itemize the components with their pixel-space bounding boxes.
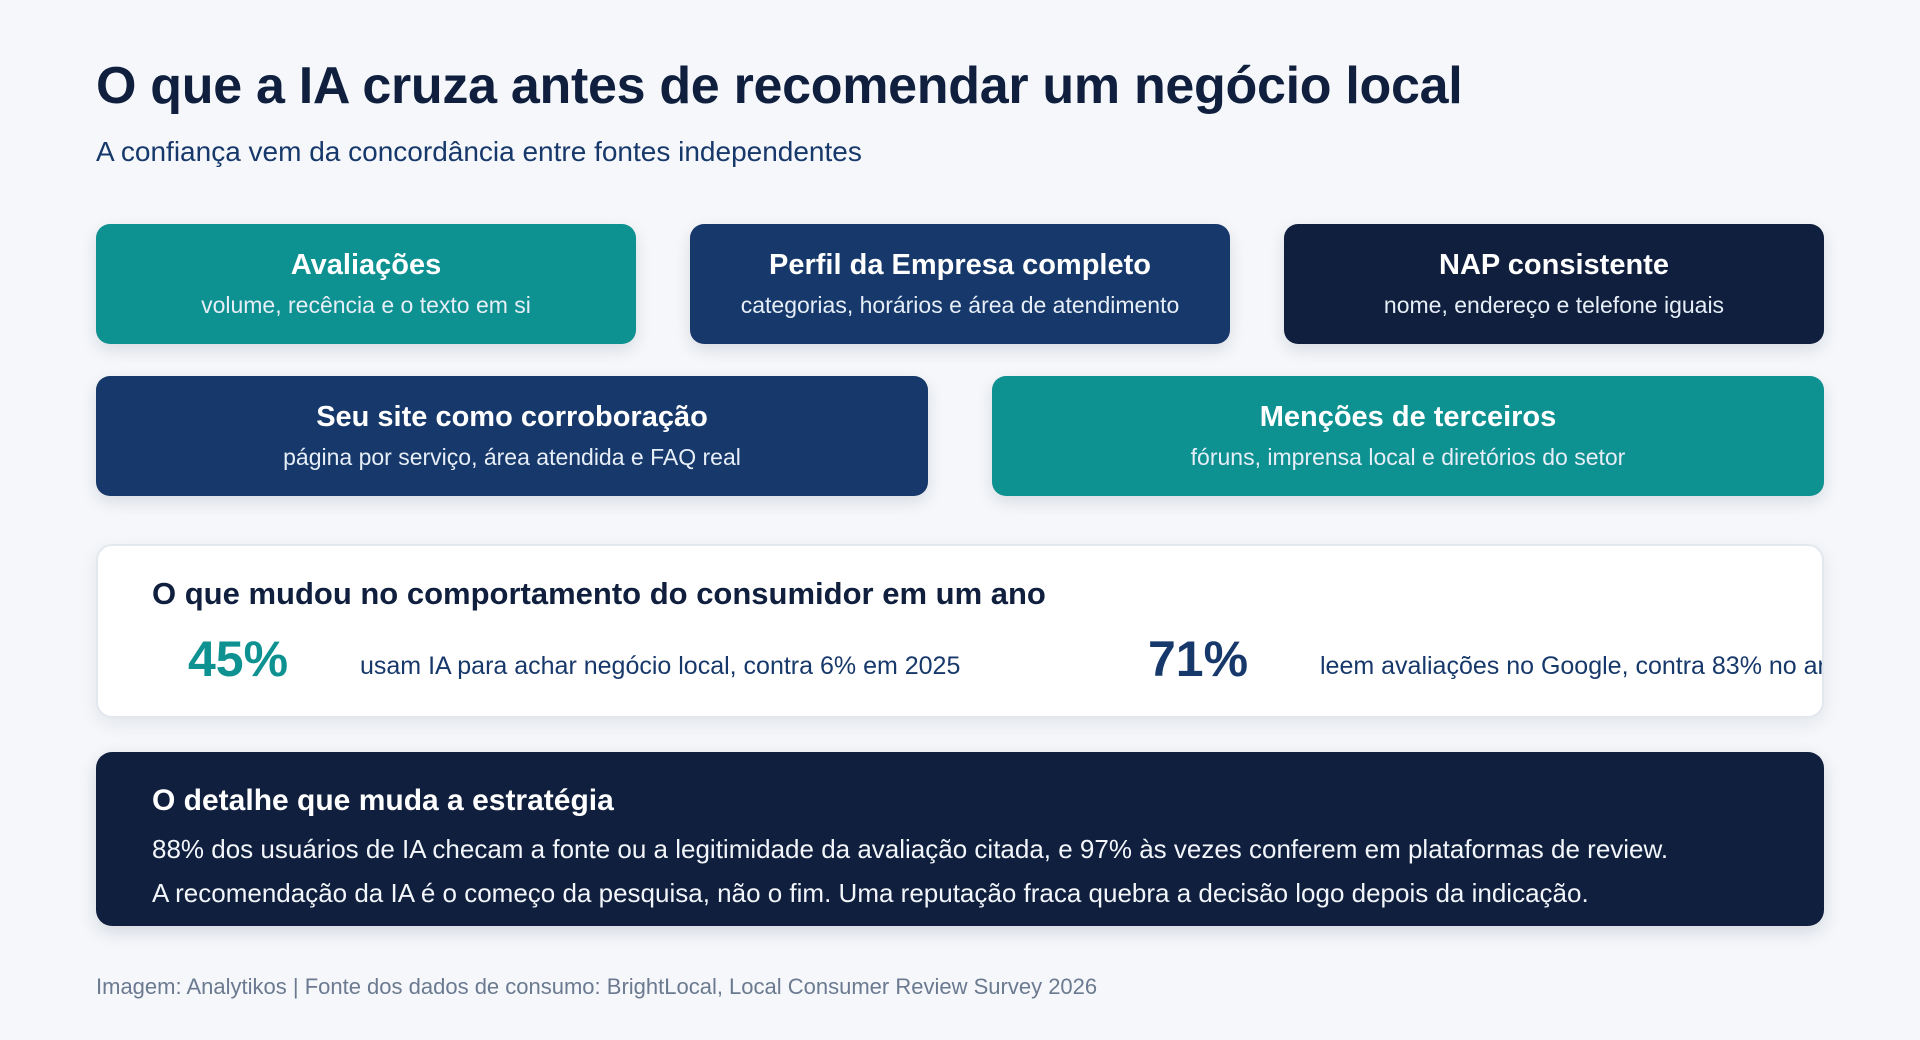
- stat-value-ia: 45%: [188, 631, 289, 687]
- insight-line-1: 88% dos usuários de IA checam a fonte ou…: [152, 834, 1669, 864]
- card-subtitle: página por serviço, área atendida e FAQ …: [283, 444, 741, 470]
- signal-cards-row-2: Seu site como corroboração página por se…: [96, 376, 1824, 496]
- card-avaliacoes: Avaliações volume, recência e o texto em…: [96, 224, 636, 344]
- card-title: Seu site como corroboração: [316, 401, 708, 433]
- source-footer: Imagem: Analytikos | Fonte dos dados de …: [96, 974, 1098, 999]
- stats-heading: O que mudou no comportamento do consumid…: [152, 576, 1046, 611]
- card-mencoes-terceiros: Menções de terceiros fóruns, imprensa lo…: [992, 376, 1824, 496]
- strategy-insight-panel: O detalhe que muda a estratégia 88% dos …: [96, 752, 1824, 926]
- card-perfil-empresa: Perfil da Empresa completo categorias, h…: [690, 224, 1230, 344]
- card-title: Menções de terceiros: [1259, 401, 1557, 433]
- card-title: Avaliações: [290, 249, 442, 281]
- card-subtitle: nome, endereço e telefone iguais: [1383, 292, 1725, 318]
- card-subtitle: categorias, horários e área de atendimen…: [740, 292, 1180, 318]
- card-subtitle: volume, recência e o texto em si: [201, 292, 531, 318]
- card-subtitle: fóruns, imprensa local e diretórios do s…: [1190, 444, 1626, 470]
- stat-description-google-reviews: leem avaliações no Google, contra 83% no…: [1320, 652, 1822, 680]
- card-nap-consistente: NAP consistente nome, endereço e telefon…: [1284, 224, 1824, 344]
- card-title: NAP consistente: [1439, 249, 1669, 281]
- card-site-corroboracao: Seu site como corroboração página por se…: [96, 376, 928, 496]
- page-subtitle: A confiança vem da concordância entre fo…: [96, 136, 862, 167]
- consumer-stats-panel: O que mudou no comportamento do consumid…: [96, 544, 1824, 718]
- insight-line-2: A recomendação da IA é o começo da pesqu…: [152, 878, 1589, 908]
- stat-value-google-reviews: 71%: [1148, 631, 1249, 687]
- insight-title: O detalhe que muda a estratégia: [152, 784, 614, 817]
- page-title: O que a IA cruza antes de recomendar um …: [96, 57, 1463, 115]
- stat-description-ia: usam IA para achar negócio local, contra…: [360, 652, 961, 680]
- signal-cards-row-1: Avaliações volume, recência e o texto em…: [96, 224, 1824, 344]
- card-title: Perfil da Empresa completo: [769, 249, 1151, 281]
